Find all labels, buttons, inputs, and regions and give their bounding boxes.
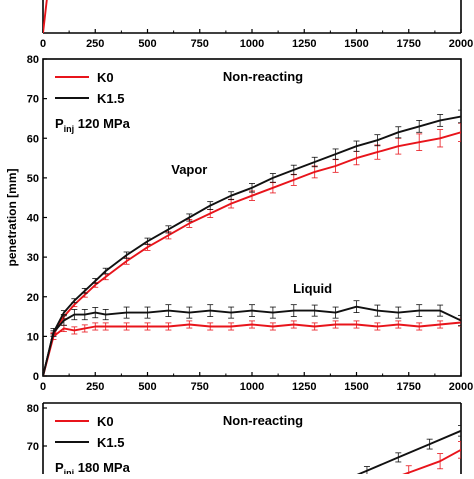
x-tick-label: 1250 [292,381,316,393]
series-line [43,0,48,33]
condition-subscript: inj [64,468,75,474]
legend-label-K1.5: K1.5 [97,435,124,450]
series-K0 [43,0,48,33]
series-line [402,448,461,474]
x-tick-label: 1750 [397,381,421,393]
series-K0-liquid [43,318,461,376]
series-K1.5-liquid [43,300,461,376]
series-K0 [402,441,461,474]
y-tick-label: 20 [27,292,39,304]
series-K1.5 [356,425,461,474]
x-tick-label: 0 [40,38,46,50]
condition-value: 120 MPa [74,116,130,131]
x-tick-label: 1500 [344,38,368,50]
y-tick-label: 70 [27,94,39,106]
y-tick-label: 10 [27,331,39,343]
series-line [43,321,461,376]
condition-label: Pinj 120 MPa [55,116,131,134]
annotation-liquid: Liquid [293,281,332,296]
condition-value: 180 MPa [74,460,130,474]
y-tick-label: 0 [33,371,39,383]
x-tick-label: 250 [86,381,104,393]
legend-label-K0: K0 [97,414,114,429]
middle-panel: 0 250 500 750 1000 1250 1500 1750 2000 0 10 20 30 40 5… [5,54,473,393]
series-line [43,115,461,376]
condition-label: Pinj 180 MPa [55,460,131,474]
x-tick-label: 250 [86,38,104,50]
series-K0-vapor [43,122,461,376]
y-tick-label: 70 [27,441,39,453]
bottom-panel: 70 80 Non-reacting K0 K1.5 Pinj 180 MPa [27,402,462,478]
x-tick-label: 1000 [240,38,264,50]
panel-title: Non-reacting [223,413,303,428]
x-tick-label: 750 [191,381,209,393]
x-tick-label: 500 [138,38,156,50]
x-tick-label: 1250 [292,38,316,50]
legend-label-K1.5: K1.5 [97,91,124,106]
x-tick-label: 1000 [240,381,264,393]
x-tick-label: 0 [40,381,46,393]
y-tick-label: 80 [27,54,39,66]
legend-label-K0: K0 [97,70,114,85]
series-line [43,305,461,376]
x-tick-label: 500 [138,381,156,393]
y-axis-label: penetration [mm] [5,168,19,266]
x-tick-label: 2000 [449,38,473,50]
x-tick-label: 1500 [344,381,368,393]
x-tick-label: 2000 [449,381,473,393]
series-K1.5-vapor [43,109,461,376]
x-tick-label: 750 [191,38,209,50]
y-tick-label: 80 [27,403,39,415]
top-panel: 0 250 500 750 1000 1250 1500 1750 2000 [40,0,473,50]
x-tick-label: 1750 [397,38,421,50]
y-tick-label: 30 [27,252,39,264]
annotation-vapor: Vapor [171,162,207,177]
y-tick-label: 40 [27,213,39,225]
condition-subscript: inj [64,124,75,134]
y-tick-label: 50 [27,173,39,185]
condition-prefix: P [55,460,64,474]
series-line [356,429,461,474]
series-line [43,131,461,376]
y-tick-label: 60 [27,133,39,145]
panel-title: Non-reacting [223,69,303,84]
condition-prefix: P [55,116,64,131]
